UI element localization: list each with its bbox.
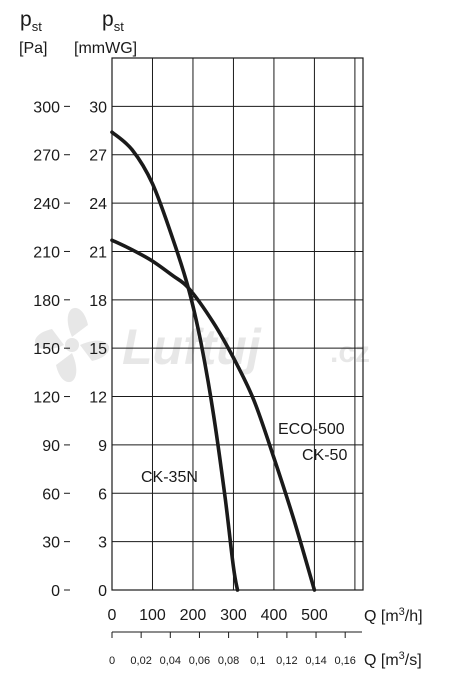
series-label-ck-50: CK-50 [302, 447, 347, 464]
y-left-tick-label: 90 [42, 438, 60, 455]
x-secondary-tick-label: 0,08 [218, 655, 239, 667]
y-left-tick-label: 300 [33, 99, 60, 116]
y-right-tick-labels: 0 3 6 9 12 15 18 21 24 27 30 [89, 99, 107, 600]
series-ck-35n-curve [110, 130, 240, 592]
x-secondary-tick-label: 0,06 [189, 655, 210, 667]
y-right-tick-label: 18 [89, 293, 107, 310]
svg-text:pst: pst [20, 8, 42, 34]
y-left-tick-label: 120 [33, 390, 60, 407]
y-left-tick-label: 240 [33, 196, 60, 213]
series-label-ck-35n: CK-35N [141, 469, 198, 486]
x-primary-tick-label: 500 [301, 607, 328, 624]
x-secondary-tick-label: 0,12 [276, 655, 297, 667]
y-right-tick-label: 24 [89, 196, 107, 213]
grid-vertical [151, 58, 356, 590]
y-right-tick-label: 12 [89, 390, 107, 407]
x-primary-tick-label: 200 [180, 607, 207, 624]
y-right-tick-label: 21 [89, 244, 107, 261]
y-left-tick-label: 270 [33, 148, 60, 165]
x-secondary-tick-label: 0,16 [334, 655, 355, 667]
y-right-tick-label: 3 [98, 535, 107, 552]
y-left-tick-label: 180 [33, 293, 60, 310]
series-label-eco-500: ECO-500 [278, 421, 345, 438]
svg-text:pst: pst [102, 8, 124, 34]
y-right-tick-label: 0 [98, 583, 107, 600]
y-right-tick-label: 30 [89, 99, 107, 116]
x-secondary-tick-label: 0,14 [305, 655, 326, 667]
series-eco-500-ck-50-curve [110, 238, 317, 592]
x-primary-tick-label: 100 [139, 607, 166, 624]
y-right-unit: [mmWG] [74, 40, 137, 57]
x-secondary-axis-label: Q [m3/s] [364, 650, 422, 669]
grid-horizontal [112, 105, 363, 543]
y-right-title: pst [mmWG] [74, 8, 137, 57]
x-primary-tick-labels: 0 100 200 300 400 500 [108, 607, 328, 624]
y-left-tick-label: 150 [33, 341, 60, 358]
y-right-tick-label: 27 [89, 148, 107, 165]
x-primary-tick-label: 400 [261, 607, 288, 624]
y-right-tick-label: 6 [98, 486, 107, 503]
y-left-unit: [Pa] [19, 40, 47, 57]
y-left-tick-label: 0 [51, 583, 60, 600]
x-secondary-tick-label: 0,02 [130, 655, 151, 667]
watermark-domain: .cz [330, 336, 370, 369]
x-primary-axis-label: Q [m3/h] [364, 606, 423, 625]
y-right-tick-label: 9 [98, 438, 107, 455]
x-primary-tick-label: 300 [220, 607, 247, 624]
watermark-text: Luftuj [122, 319, 262, 375]
x-secondary-tick-label: 0,1 [250, 655, 265, 667]
y-left-tick-labels: 0 30 60 90 120 150 180 210 240 270 300 [33, 99, 70, 600]
y-left-title: pst [Pa] [19, 8, 47, 57]
y-left-tick-label: 60 [42, 486, 60, 503]
y-left-tick-label: 210 [33, 244, 60, 261]
y-right-tick-label: 15 [89, 341, 107, 358]
x-secondary-tick-labels: 0 0,02 0,04 0,06 0,08 0,1 0,12 0,14 0,16 [109, 632, 356, 667]
x-primary-tick-label: 0 [108, 607, 117, 624]
y-left-tick-label: 30 [42, 535, 60, 552]
x-secondary-tick-label: 0,04 [160, 655, 181, 667]
x-secondary-tick-label: 0 [109, 655, 115, 667]
fan-logo-icon [34, 307, 110, 383]
